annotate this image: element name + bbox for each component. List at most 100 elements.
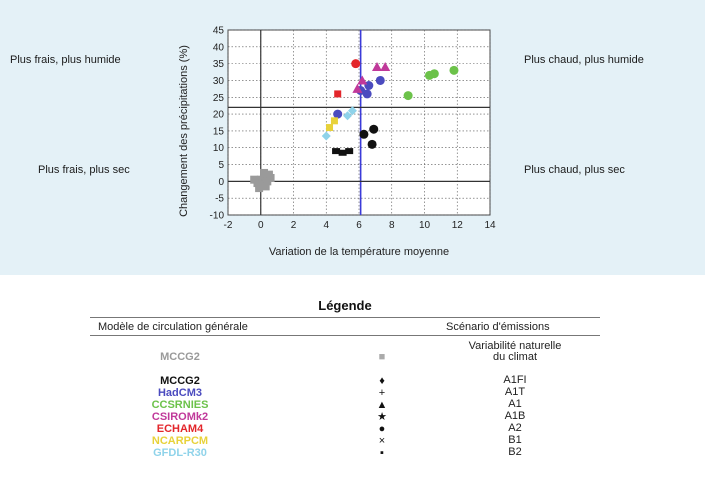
data-point — [333, 109, 343, 119]
legend-scenario-label-line2: du climat — [492, 351, 538, 363]
legend-scenario-label: A2 — [508, 422, 522, 434]
legend-row: HadCM3 + A1T — [90, 387, 600, 400]
legend-row: MCCG2 ■ Variabilité naturelle du climat — [90, 341, 600, 364]
data-point — [375, 75, 385, 85]
quadrant-label-top-left: Plus frais, plus humide — [10, 54, 121, 66]
legend-symbol: ▪ — [380, 447, 384, 459]
data-point — [380, 62, 391, 71]
data-point — [334, 90, 342, 98]
data-point — [345, 148, 354, 155]
y-tick-label: 5 — [218, 160, 224, 171]
x-tick-label: 2 — [291, 220, 297, 231]
legend-scenario: A1 — [430, 399, 600, 410]
legend-symbol: ▲ — [376, 399, 388, 411]
data-point — [367, 139, 377, 149]
legend-symbol: + — [378, 387, 386, 399]
data-point — [338, 149, 347, 156]
data-point — [357, 75, 368, 85]
data-point — [362, 89, 372, 99]
data-point — [449, 65, 459, 75]
y-axis-label: Changement des précipitations (%) — [178, 45, 190, 217]
legend-symbol: ● — [378, 423, 386, 435]
legend-scenario: Variabilité naturelle du climat — [430, 341, 600, 363]
legend-rule-top — [90, 317, 600, 318]
data-point — [330, 117, 338, 125]
legend-symbol: ★ — [377, 411, 387, 423]
legend-scenario-label: A1FI — [503, 374, 527, 386]
y-tick-label: -10 — [210, 211, 225, 222]
legend-header-scenario: Scénario d'émissions — [446, 321, 550, 333]
legend-model-label: GFDL-R30 — [153, 447, 207, 459]
legend-scenario-label: A1B — [504, 410, 526, 422]
legend-row: CCSRNIES ▲ A1 — [90, 399, 600, 412]
scatter-chart: -2 0 2 4 6 8 10 12 14 -10 -5 0 5 10 15 20 25 30 35 40 45 Va… — [178, 26, 496, 259]
data-point — [372, 62, 383, 71]
legend-scenario-label: A1 — [508, 398, 522, 410]
legend-symbol: × — [378, 435, 386, 447]
data-point — [261, 182, 270, 191]
y-tick-label: 40 — [213, 42, 225, 53]
data-points — [250, 59, 459, 193]
legend-title: Légende — [318, 298, 372, 313]
y-tick-label: 35 — [213, 59, 225, 70]
data-point — [403, 91, 413, 101]
legend-scenario: A1B — [430, 411, 600, 422]
legend-model-label: ECHAM4 — [156, 423, 204, 435]
x-axis-label: Variation de la température moyenne — [269, 246, 449, 258]
quadrant-label-top-right: Plus chaud, plus humide — [524, 54, 644, 66]
x-tick-label: 6 — [356, 220, 362, 231]
y-tick-label: 45 — [213, 26, 225, 37]
x-tick-label: 8 — [389, 220, 395, 231]
legend-scenario: A1T — [430, 387, 600, 398]
y-tick-label: 25 — [213, 93, 225, 104]
y-tick-label: 0 — [218, 177, 224, 188]
legend-row: NCARPCM × B1 — [90, 435, 600, 448]
x-tick-label: 12 — [452, 220, 464, 231]
data-point — [352, 83, 363, 93]
legend-model-label: MCCG2 — [160, 375, 200, 387]
legend-row: GFDL-R30 ▪ B2 — [90, 447, 600, 460]
legend: Légende Modèle de circulation générale S… — [90, 298, 600, 483]
legend-model-label: CSIROMk2 — [151, 411, 209, 423]
y-tick-label: 15 — [213, 126, 225, 137]
legend-scenario: B2 — [430, 447, 600, 458]
legend-row: CSIROMk2 ★ A1B — [90, 411, 600, 424]
y-tick-label: 20 — [213, 110, 225, 121]
legend-scenario-label: Variabilité naturelle — [468, 340, 562, 352]
legend-scenario: A2 — [430, 423, 600, 434]
legend-model-label: NCARPCM — [151, 435, 209, 447]
legend-symbol: ♦ — [379, 375, 385, 387]
x-axis-ticks: -2 0 2 4 6 8 10 12 14 — [224, 220, 496, 231]
legend-scenario: B1 — [430, 435, 600, 446]
data-point — [347, 106, 357, 116]
legend-scenario: A1FI — [430, 375, 600, 386]
data-point — [343, 111, 353, 121]
x-tick-label: 14 — [484, 220, 496, 231]
legend-header-model: Modèle de circulation générale — [98, 321, 248, 333]
legend-scenario-label: B2 — [508, 446, 522, 458]
y-tick-label: 10 — [213, 143, 225, 154]
data-point — [369, 124, 379, 134]
quadrant-label-bottom-left: Plus frais, plus sec — [38, 164, 130, 176]
x-tick-label: -2 — [224, 220, 233, 231]
y-tick-label: 30 — [213, 76, 225, 87]
legend-row: ECHAM4 ● A2 — [90, 423, 600, 436]
legend-model-label: HadCM3 — [157, 387, 202, 399]
data-point — [332, 148, 341, 155]
data-point — [266, 174, 275, 182]
x-tick-label: 10 — [419, 220, 431, 231]
data-point — [326, 124, 334, 132]
data-point — [359, 129, 369, 139]
data-point — [250, 175, 259, 184]
legend-row: MCCG2 ♦ A1FI — [90, 375, 600, 388]
legend-symbol: ■ — [378, 351, 386, 363]
quadrant-label-bottom-right: Plus chaud, plus sec — [524, 164, 625, 176]
x-tick-label: 4 — [323, 220, 329, 231]
legend-scenario-label: B1 — [508, 434, 522, 446]
data-point — [429, 69, 439, 79]
legend-model-label: CCSRNIES — [151, 399, 209, 411]
data-point — [321, 131, 331, 141]
legend-model-label: MCCG2 — [160, 351, 200, 363]
y-tick-label: -5 — [215, 194, 224, 205]
legend-scenario-label: A1T — [504, 386, 526, 398]
